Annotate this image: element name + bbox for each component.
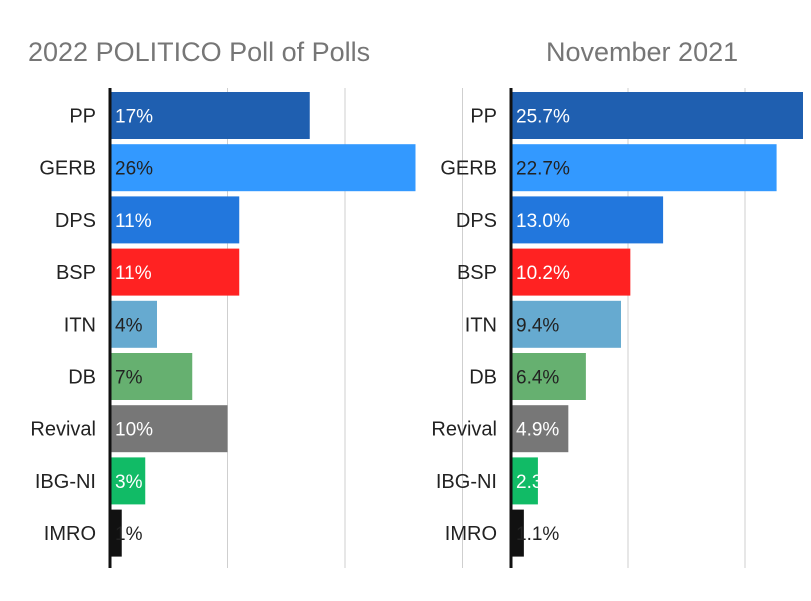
bar-gerb	[511, 144, 777, 192]
category-label: Revival	[30, 419, 96, 441]
value-label: 13.0%	[516, 211, 570, 232]
bar-imro	[511, 509, 524, 557]
category-label: PP	[69, 106, 96, 128]
value-label: 25.7%	[516, 107, 570, 128]
category-label: GERB	[440, 158, 497, 180]
category-label: PP	[470, 106, 497, 128]
bar-imro	[110, 509, 122, 557]
category-label: Revival	[431, 419, 497, 441]
category-label: IMRO	[445, 523, 497, 545]
bar-revival	[110, 405, 228, 453]
value-label: 6.4%	[516, 368, 559, 389]
value-label: 2.3%	[516, 472, 559, 493]
category-label: DPS	[456, 210, 497, 232]
value-label: 11%	[115, 211, 152, 232]
bar-dps	[511, 196, 664, 244]
bar-pp	[110, 92, 310, 139]
value-label: 1.1%	[516, 524, 559, 545]
bar-bsp	[110, 248, 240, 296]
bar-pp	[511, 92, 803, 139]
category-label: GERB	[39, 158, 96, 180]
chart-title: 2022 POLITICO Poll of Polls	[28, 37, 370, 67]
category-label: BSP	[457, 262, 497, 284]
bar-db	[511, 353, 586, 400]
bar-ibg-ni	[511, 457, 538, 505]
value-label: 1%	[115, 524, 143, 545]
category-label: DB	[469, 367, 497, 389]
bar-gerb	[110, 144, 416, 192]
bar-revival	[511, 405, 569, 453]
category-label: IBG-NI	[35, 471, 96, 493]
chart-title: November 2021	[546, 37, 738, 67]
category-label: IMRO	[44, 523, 96, 545]
bar-itn	[511, 300, 621, 348]
value-label: 11%	[115, 263, 152, 284]
value-label: 9.4%	[516, 315, 559, 336]
category-label: IBG-NI	[436, 471, 497, 493]
category-label: ITN	[64, 314, 96, 336]
category-label: DPS	[55, 210, 96, 232]
value-label: 4%	[115, 315, 143, 336]
value-label: 26%	[115, 159, 153, 180]
bar-dps	[110, 196, 240, 244]
chart-panel-1: 2022 POLITICO Poll of Polls PP 17% GERB 26% D…	[28, 37, 463, 568]
value-label: 3%	[115, 472, 143, 493]
chart-panel-2: November 2021 PP 25.7% GERB 22.7% DPS 13.0% BSP…	[431, 37, 803, 568]
value-label: 22.7%	[516, 159, 570, 180]
value-label: 10.2%	[516, 263, 570, 284]
value-label: 7%	[115, 368, 143, 389]
value-label: 4.9%	[516, 420, 559, 441]
category-label: ITN	[465, 314, 497, 336]
category-label: BSP	[56, 262, 96, 284]
value-label: 17%	[115, 107, 153, 128]
bar-db	[110, 353, 193, 400]
bar-itn	[110, 300, 157, 348]
value-label: 10%	[115, 420, 153, 441]
category-label: DB	[68, 367, 96, 389]
bar-bsp	[511, 248, 631, 296]
bar-ibg-ni	[110, 457, 146, 505]
